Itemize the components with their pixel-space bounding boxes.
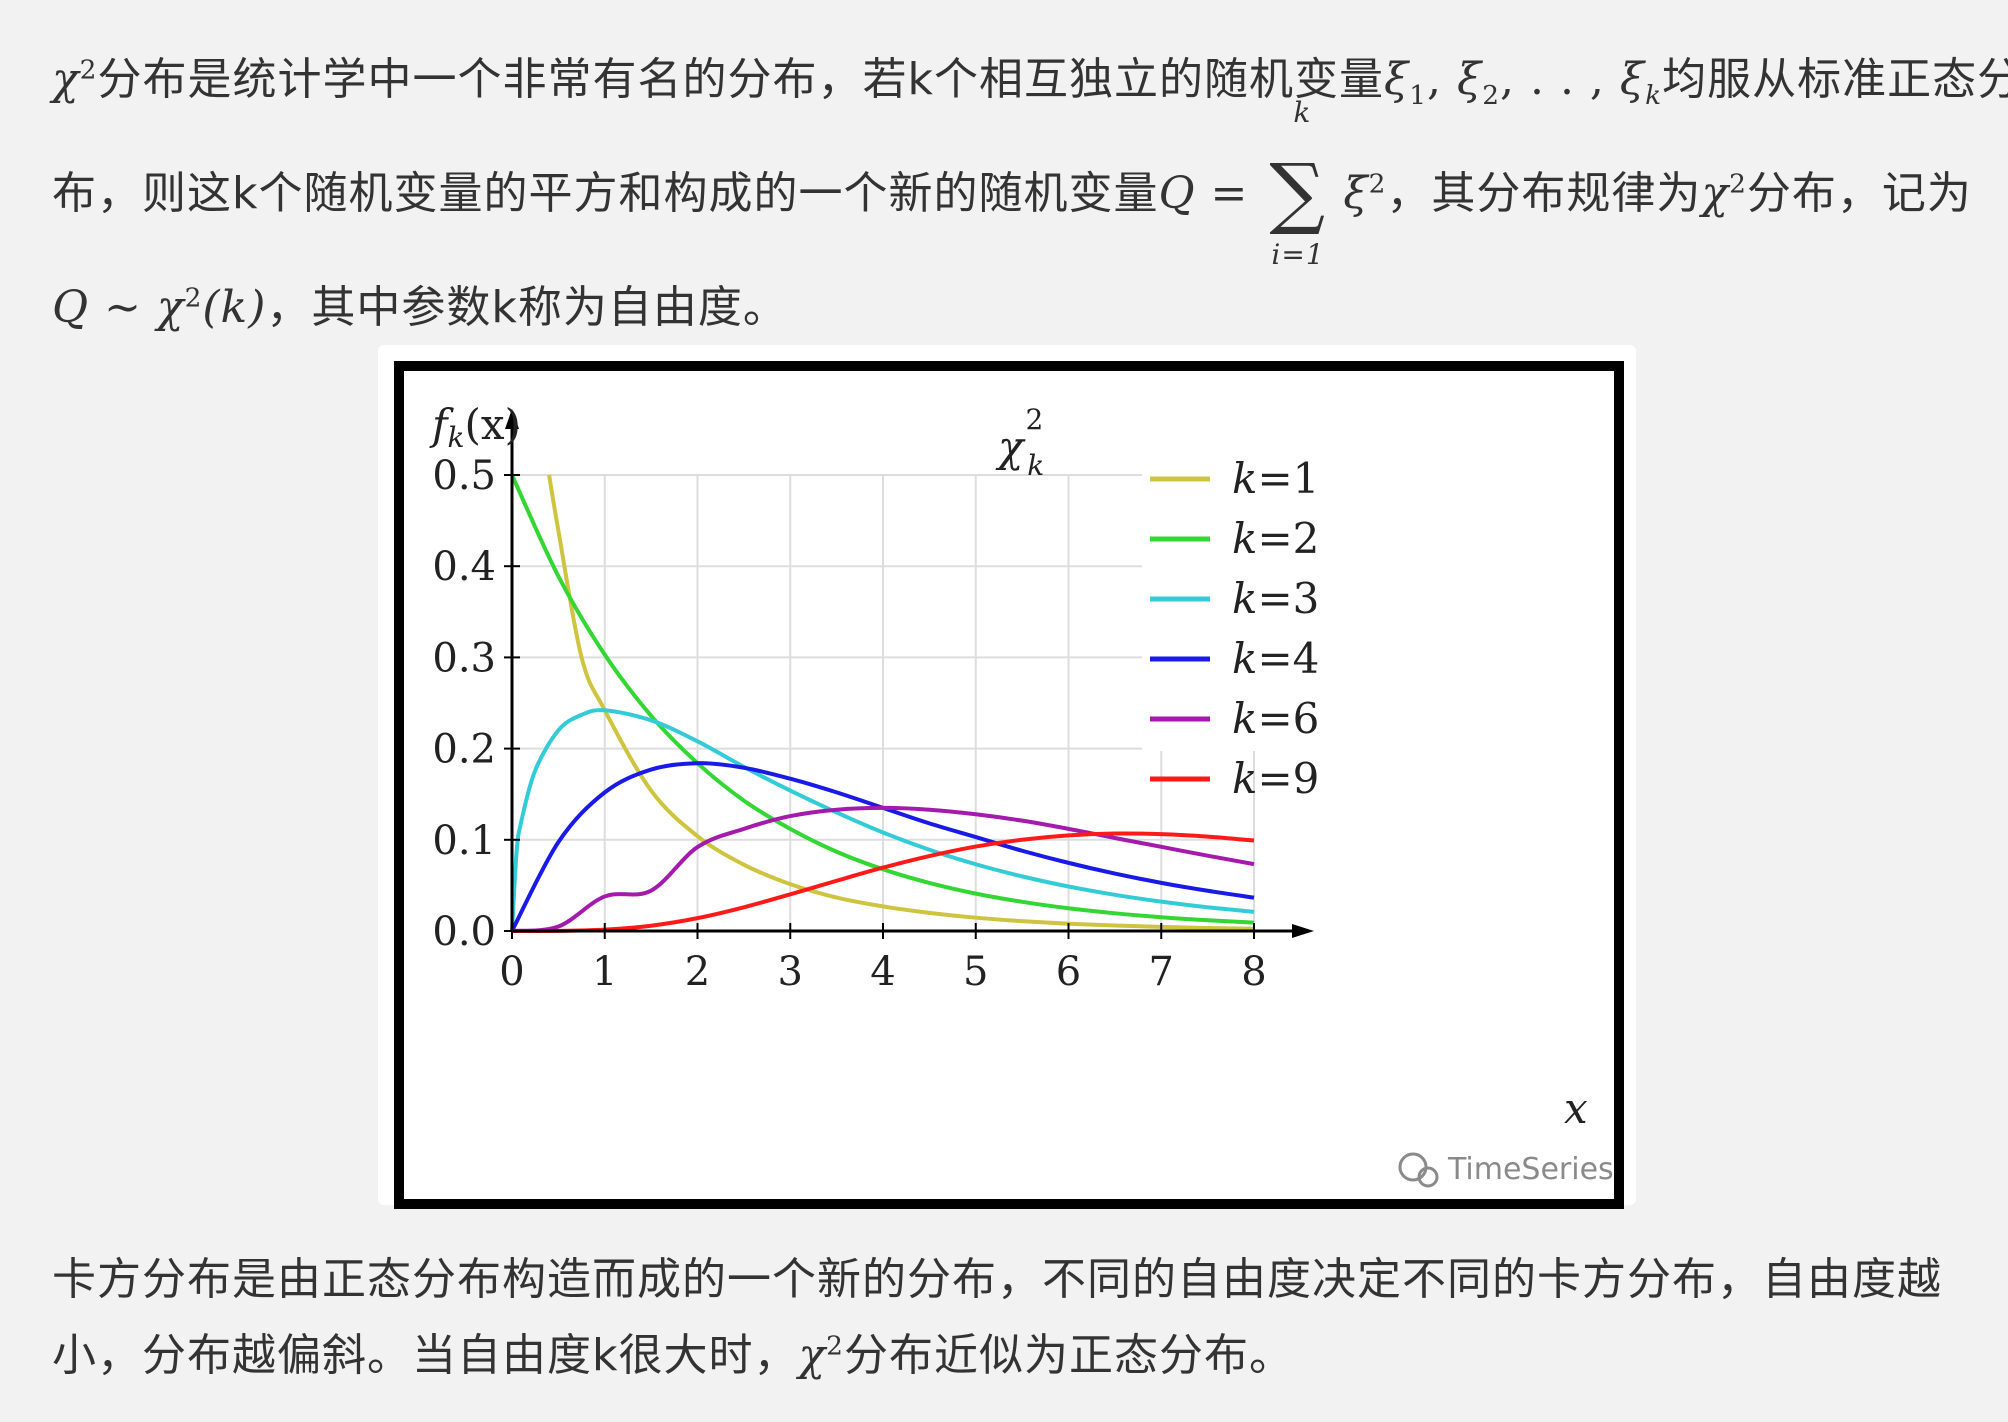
intro-line-2: 布，则这k个随机变量的平方和构成的一个新的随机变量Q = k ∑ i=1 ξ2，其分布… <box>52 98 1971 270</box>
y-tick-label-0.1: 0.1 <box>432 818 496 864</box>
chi-symbol-3: χ <box>156 282 185 333</box>
chart-title: χ2 k <box>995 403 1044 482</box>
y-tick-label-0.0: 0.0 <box>432 909 496 955</box>
outro-line-1: 卡方分布是由正态分布构造而成的一个新的分布，不同的自由度决定不同的卡方分布，自由… <box>52 1242 1962 1318</box>
y-tick-label-0.3: 0.3 <box>432 635 496 681</box>
wechat-icon-bubble <box>1417 1166 1439 1188</box>
outro-line-2: 小，分布越偏斜。当自由度k很大时，χ2分布近似为正态分布。 <box>52 1318 1962 1394</box>
y-axis-label-arg: (x) <box>465 400 521 449</box>
watermark-text: TimeSeries <box>1447 1152 1614 1187</box>
y-axis-label-sub: k <box>448 421 465 454</box>
grid-layer <box>512 474 1255 931</box>
superscript-two: 2 <box>79 54 98 86</box>
chart-border: 0 1 2 3 4 5 6 7 8 0.0 0.1 0.2 0.3 0.4 0.5 k=1 k=2 k=3 k=4… <box>394 361 1624 1209</box>
superscript-two-b: 2 <box>1368 168 1387 200</box>
chart-title-chi: χ <box>995 422 1026 471</box>
paren-k: (k) <box>202 282 267 333</box>
intro-text-f: ，其中参数k称为自由度。 <box>266 282 788 333</box>
x-axis-label: x <box>1564 1084 1588 1133</box>
xi-squared: ξ <box>1343 168 1369 219</box>
sigma-symbol: ∑ <box>1269 148 1327 238</box>
intro-text-e: 分布，记为 <box>1746 168 1972 219</box>
x-tick-label-5: 5 <box>963 949 988 995</box>
x-tick-label-3: 3 <box>778 949 803 995</box>
legend-layer: k=1 k=2 k=3 k=4 k=6 k=9 <box>1142 443 1319 803</box>
superscript-two-e: 2 <box>826 1330 844 1362</box>
curve-layer <box>510 474 1255 934</box>
superscript-two-d: 2 <box>184 282 203 314</box>
legend-label-k=2: k=2 <box>1232 514 1319 563</box>
legend-label-k=9: k=9 <box>1232 754 1319 803</box>
x-tick-label-2: 2 <box>685 949 710 995</box>
intro-text-c: 布，则这k个随机变量的平方和构成的一个新的随机变量 <box>52 168 1159 219</box>
subscript-k: k <box>1645 79 1663 111</box>
q-variable: Q <box>1158 168 1196 219</box>
intro-line-1: χ2分布是统计学中一个非常有名的分布，若k个相互独立的随机变量ξ1, ξ2, .… <box>52 42 2008 118</box>
subscript-1: 1 <box>1409 79 1427 111</box>
outro-text-c: 分布近似为正态分布。 <box>843 1330 1294 1381</box>
intro-text-d: ，其分布规律为 <box>1386 168 1702 219</box>
summation: k ∑ i=1 <box>1263 98 1343 270</box>
chi-square-chart: 0 1 2 3 4 5 6 7 8 0.0 0.1 0.2 0.3 0.4 0.5 k=1 k=2 k=3 k=4… <box>429 400 1614 1188</box>
x-tick-label-8: 8 <box>1241 949 1266 995</box>
x-tick-label-7: 7 <box>1149 949 1174 995</box>
chart-title-sub: k <box>1027 449 1044 482</box>
intro-line-3: Q ∼ χ2(k)，其中参数k称为自由度。 <box>52 270 1962 346</box>
chi-symbol-4: χ <box>798 1330 827 1381</box>
sum-lower-limit: i=1 <box>1271 238 1325 271</box>
xi-2: ξ <box>1456 54 1483 105</box>
xi-1: ξ <box>1383 54 1410 105</box>
legend-label-k=1: k=1 <box>1232 454 1319 503</box>
chi-symbol-2: χ <box>1701 168 1730 219</box>
superscript-two-c: 2 <box>1729 168 1747 200</box>
series-line-k=2 <box>510 474 1255 925</box>
outro-paragraph: 卡方分布是由正态分布构造而成的一个新的分布，不同的自由度决定不同的卡方分布，自由… <box>52 1242 1962 1394</box>
axis-layer <box>505 409 1314 938</box>
y-axis-arrow <box>505 409 519 429</box>
separator-1: , <box>1426 54 1457 105</box>
series-line-k=6 <box>511 805 1255 933</box>
legend-label-k=3: k=3 <box>1232 574 1319 623</box>
intro-text-a: 分布是统计学中一个非常有名的分布，若k个相互独立的随机变量 <box>97 54 1384 105</box>
xi-k: ξ <box>1619 54 1646 105</box>
chi-symbol: χ <box>52 54 80 105</box>
legend-label-k=4: k=4 <box>1232 634 1319 683</box>
sim-sign: ∼ <box>89 282 157 333</box>
intro-paragraph: χ2分布是统计学中一个非常有名的分布，若k个相互独立的随机变量ξ1, ξ2, .… <box>52 42 2008 346</box>
outro-text-a: 卡方分布是由正态分布构造而成的一个新的分布，不同的自由度决定不同的卡方分布，自由… <box>52 1254 1942 1305</box>
sum-upper-limit: k <box>1293 96 1312 129</box>
equals-sign: = <box>1195 168 1264 219</box>
q-variable-2: Q <box>52 282 90 333</box>
series-line-k=3 <box>510 708 1255 932</box>
x-tick-label-6: 6 <box>1056 949 1081 995</box>
series-line-k=1 <box>547 474 1255 931</box>
wechat-icon <box>1398 1152 1428 1182</box>
x-tick-label-0: 0 <box>499 949 524 995</box>
x-tick-label-4: 4 <box>870 949 895 995</box>
chart-title-sup: 2 <box>1025 403 1043 436</box>
outro-text-b: 小，分布越偏斜。当自由度k很大时， <box>52 1330 799 1381</box>
y-tick-label-0.4: 0.4 <box>432 544 496 590</box>
series-line-k=9 <box>511 831 1255 934</box>
x-tick-label-1: 1 <box>592 949 617 995</box>
subscript-2: 2 <box>1482 79 1500 111</box>
watermark: TimeSeries <box>1398 1152 1614 1188</box>
y-tick-label-0.2: 0.2 <box>432 727 496 773</box>
intro-text-b: 均服从标准正态分 <box>1662 54 2008 105</box>
figure-frame: 0 1 2 3 4 5 6 7 8 0.0 0.1 0.2 0.3 0.4 0.5 k=1 k=2 k=3 k=4… <box>378 345 1636 1209</box>
ellipsis: , . . , <box>1500 54 1620 105</box>
tick-layer: 0 1 2 3 4 5 6 7 8 0.0 0.1 0.2 0.3 0.4 0.5 <box>432 453 1266 995</box>
legend-label-k=6: k=6 <box>1232 694 1319 743</box>
y-tick-label-0.5: 0.5 <box>432 453 496 499</box>
y-axis-label: fk(x) <box>429 400 521 454</box>
x-axis-arrow <box>1292 924 1314 938</box>
